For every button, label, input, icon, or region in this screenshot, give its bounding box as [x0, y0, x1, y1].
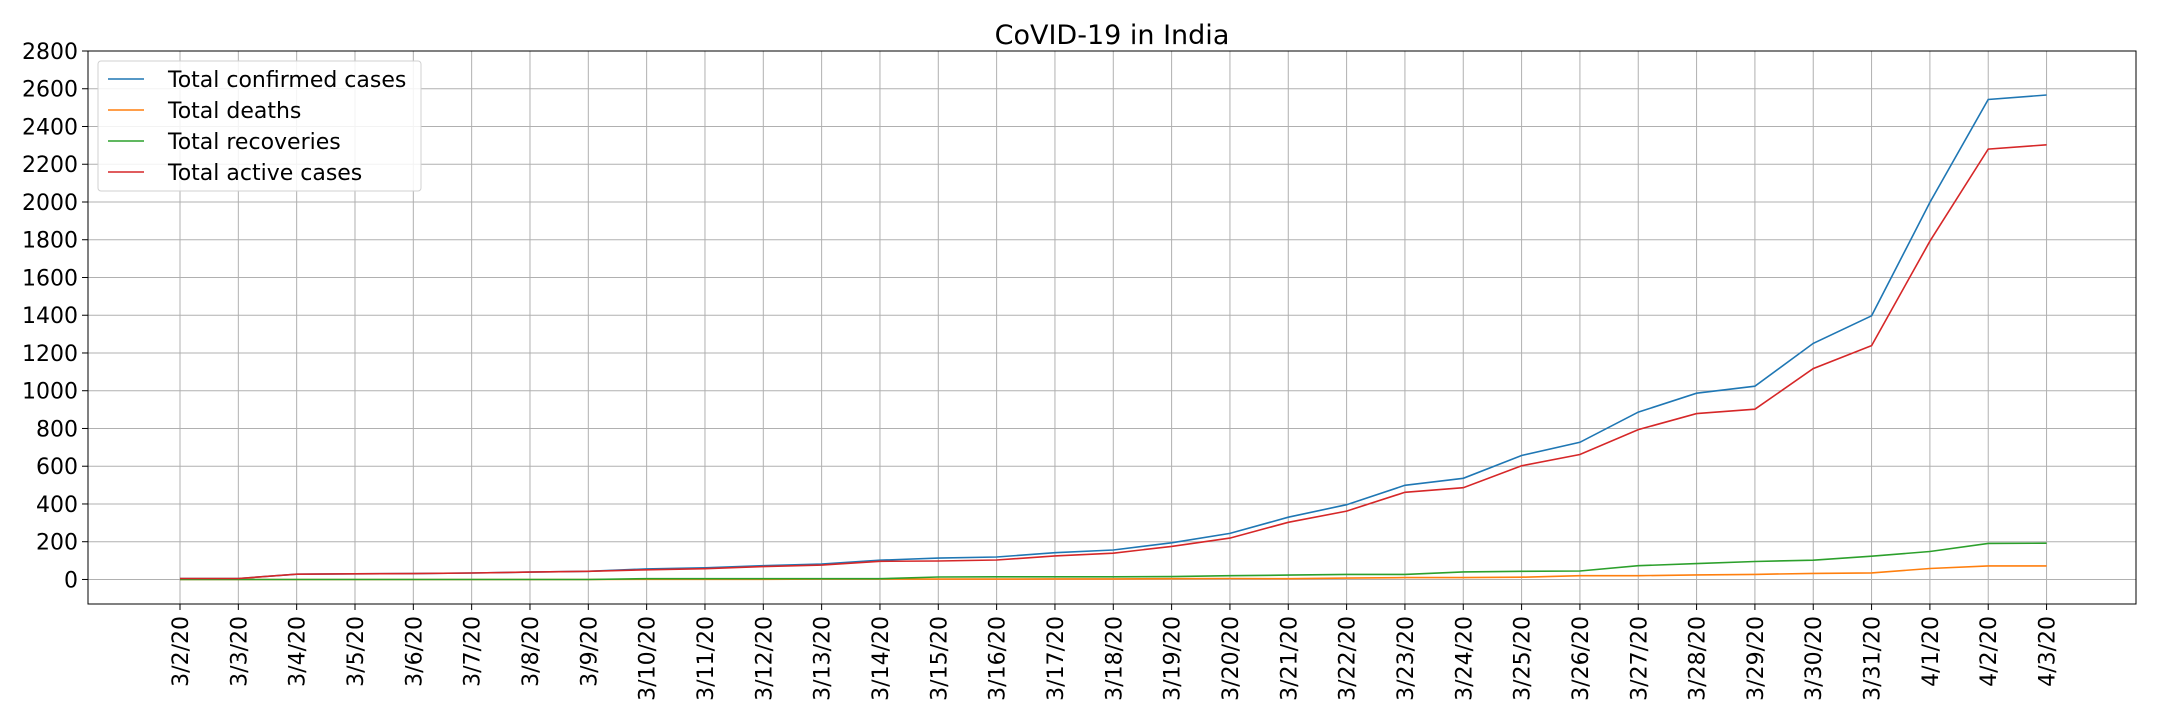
- x-tick-label: 3/25/20: [1511, 616, 1536, 701]
- x-tick-label: 3/14/20: [869, 616, 894, 701]
- x-tick-label: 3/8/20: [519, 616, 544, 687]
- x-tick-label: 3/9/20: [577, 616, 602, 687]
- x-tick-label: 3/23/20: [1394, 616, 1419, 701]
- legend: Total confirmed cases Total deaths Total r…: [97, 60, 422, 192]
- y-tick-label: 1400: [22, 304, 78, 329]
- x-tick-label: 4/1/20: [1919, 616, 1944, 687]
- y-tick-label: 2800: [22, 40, 78, 65]
- x-tick-label: 3/7/20: [461, 616, 486, 687]
- x-tick-label: 3/31/20: [1861, 616, 1886, 701]
- y-tick-label: 0: [64, 568, 78, 593]
- x-tick-label: 3/22/20: [1336, 616, 1361, 701]
- x-tick-label: 4/3/20: [2036, 616, 2061, 687]
- x-tick-label: 3/26/20: [1569, 616, 1594, 701]
- x-axis: 3/2/20 3/3/20 3/4/20 3/5/20 3/6/20 3/7/20 3/8/…: [169, 604, 2061, 701]
- y-tick-label: 2200: [22, 153, 78, 178]
- x-tick-label: 3/17/20: [1044, 616, 1069, 701]
- plot-frame: [87, 50, 2137, 605]
- x-tick-label: 3/13/20: [811, 616, 836, 701]
- x-tick-label: 3/24/20: [1452, 616, 1477, 701]
- x-tick-label: 3/30/20: [1802, 616, 1827, 701]
- y-tick-label: 1600: [22, 266, 78, 291]
- x-tick-label: 3/21/20: [1277, 616, 1302, 701]
- x-tick-label: 3/27/20: [1627, 616, 1652, 701]
- x-tick-label: 3/2/20: [169, 616, 194, 687]
- legend-entry: Total deaths: [167, 99, 301, 124]
- x-tick-label: 3/5/20: [344, 616, 369, 687]
- y-tick-label: 200: [36, 531, 78, 556]
- legend-entry: Total recoveries: [167, 130, 341, 155]
- x-tick-label: 3/28/20: [1686, 616, 1711, 701]
- y-tick-label: 2400: [22, 115, 78, 140]
- chart-title: CoVID-19 in India: [995, 20, 1230, 51]
- x-tick-label: 3/20/20: [1219, 616, 1244, 701]
- x-tick-label: 3/29/20: [1744, 616, 1769, 701]
- x-tick-label: 3/3/20: [227, 616, 252, 687]
- y-tick-label: 800: [36, 417, 78, 442]
- legend-box: [97, 60, 422, 192]
- x-tick-label: 3/15/20: [927, 616, 952, 701]
- x-tick-label: 3/16/20: [986, 616, 1011, 701]
- x-tick-label: 3/12/20: [752, 616, 777, 701]
- data-series: [179, 94, 2047, 581]
- y-tick-label: 600: [36, 455, 78, 480]
- y-tick-label: 2600: [22, 78, 78, 103]
- legend-entry: Total confirmed cases: [167, 68, 406, 93]
- x-tick-label: 3/10/20: [636, 616, 661, 701]
- x-tick-label: 3/4/20: [286, 616, 311, 687]
- x-tick-label: 3/11/20: [694, 616, 719, 701]
- x-tick-label: 3/19/20: [1161, 616, 1186, 701]
- y-tick-label: 1200: [22, 342, 78, 367]
- y-tick-label: 400: [36, 493, 78, 518]
- y-tick-label: 2000: [22, 191, 78, 216]
- x-tick-label: 4/2/20: [1977, 616, 2002, 687]
- y-axis: 0 200 400 600 800 1000 1200 1400 1600 1800 2000 220…: [22, 40, 88, 593]
- y-tick-label: 1800: [22, 229, 78, 254]
- x-tick-label: 3/6/20: [402, 616, 427, 687]
- legend-entry: Total active cases: [167, 161, 362, 186]
- x-tick-label: 3/18/20: [1102, 616, 1127, 701]
- y-tick-label: 1000: [22, 380, 78, 405]
- grid-lines: [88, 50, 2136, 604]
